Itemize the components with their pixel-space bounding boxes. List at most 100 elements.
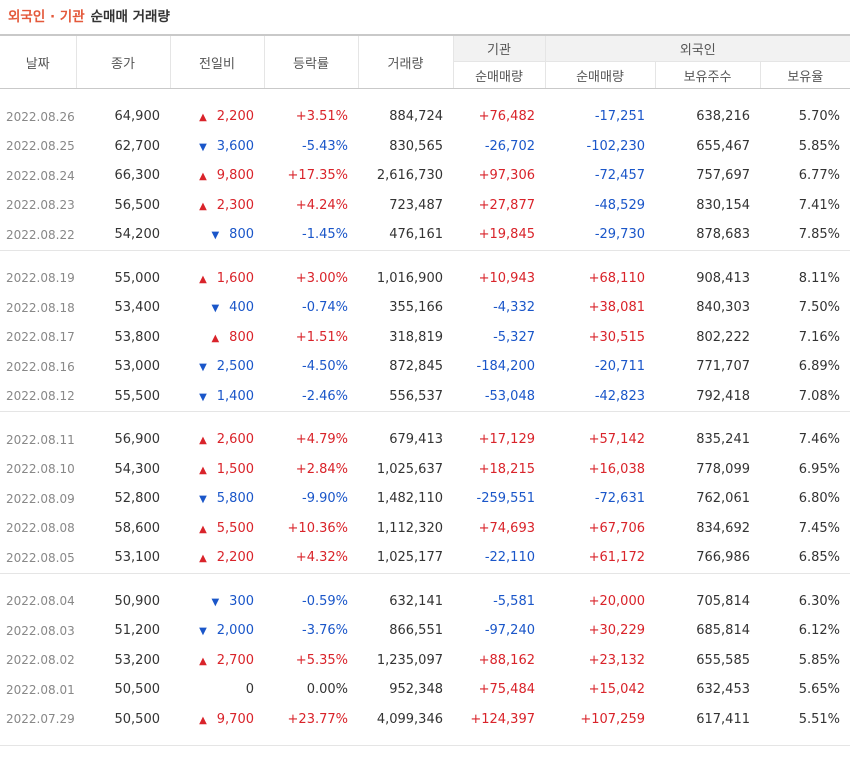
cell-close: 54,300 [114,461,161,477]
header-foreign-ratio: 보유율 [759,61,850,89]
cell-change: ▼ 800 [170,220,264,250]
change-value: 300 [229,593,254,609]
cell-foreign-holdings: 638,216 [696,109,750,125]
cell-close: 64,900 [114,109,161,125]
change-value: 2,000 [216,623,254,639]
cell-foreign-holdings: 778,099 [696,461,750,477]
triangle-up-icon: ▲ [199,714,207,726]
cell-volume: 830,565 [389,138,443,154]
cell-close: 53,400 [114,300,161,316]
triangle-up-icon: ▲ [199,112,207,124]
table-bottom-border [0,745,850,746]
cell-change: ▲ 9,800 [170,161,264,191]
cell-foreign-net: +68,110 [588,270,645,286]
cell-close: 52,800 [114,491,161,507]
change-value: 2,600 [216,432,254,448]
cell-foreign-net: +67,706 [588,520,645,536]
cell-rate: -1.45% [302,227,348,243]
change-value: 9,800 [216,168,254,184]
table-row: 2022.08.11 56,900 ▲ 2,600 +4.79% 679,413 +17,1… [0,425,850,455]
triangle-up-icon: ▲ [199,655,207,667]
cell-foreign-holdings: 792,418 [696,388,750,404]
cell-foreign-net: -20,711 [594,359,645,375]
cell-institution-net: -97,240 [484,623,535,639]
cell-institution-net: -4,332 [493,300,535,316]
cell-volume: 1,016,900 [376,270,443,286]
cell-foreign-ratio: 7.85% [798,227,841,243]
cell-change: 0 [170,675,264,705]
cell-volume: 1,112,320 [376,520,443,536]
cell-foreign-holdings: 802,222 [696,329,750,345]
cell-foreign-ratio: 5.85% [798,652,841,668]
header-change: 전일비 [169,34,264,89]
header-institution-group: 기관 [452,34,545,62]
cell-close: 50,500 [114,711,161,727]
cell-close: 51,200 [114,623,161,639]
change-value: 3,600 [216,138,254,154]
cell-date: 2022.08.09 [6,491,75,506]
table-row: 2022.08.17 53,800 ▲ 800 +1.51% 318,819 -5,327 +… [0,323,850,353]
cell-foreign-net: -42,823 [594,388,645,404]
cell-institution-net: -184,200 [476,359,535,375]
cell-institution-net: -22,110 [484,550,535,566]
cell-foreign-net: +61,172 [588,550,645,566]
cell-change: ▼ 2,500 [170,352,264,382]
cell-foreign-ratio: 6.85% [798,550,841,566]
cell-foreign-holdings: 766,986 [696,550,750,566]
cell-change: ▲ 2,600 [170,425,264,455]
cell-change: ▲ 2,200 [170,543,264,573]
cell-close: 50,500 [114,682,161,698]
cell-volume: 2,616,730 [376,168,443,184]
cell-rate: +4.79% [295,432,348,448]
table-row: 2022.08.03 51,200 ▼ 2,000 -3.76% 866,551 -97,2… [0,616,850,646]
cell-volume: 1,025,177 [376,550,443,566]
cell-foreign-ratio: 7.46% [798,432,841,448]
cell-foreign-holdings: 908,413 [696,270,750,286]
cell-foreign-ratio: 5.65% [798,682,841,698]
cell-foreign-ratio: 5.85% [798,138,841,154]
triangle-up-icon: ▲ [211,332,220,344]
cell-volume: 318,819 [389,329,443,345]
cell-close: 53,100 [114,550,161,566]
cell-rate: +5.35% [295,652,348,668]
cell-close: 58,600 [114,520,161,536]
table-row: 2022.08.12 55,500 ▼ 1,400 -2.46% 556,537 -53,0… [0,382,850,412]
cell-date: 2022.08.24 [6,168,75,183]
triangle-up-icon: ▲ [199,200,207,212]
table-row: 2022.08.02 53,200 ▲ 2,700 +5.35% 1,235,097 +88… [0,646,850,676]
cell-date: 2022.08.04 [6,594,75,609]
cell-volume: 872,845 [389,359,443,375]
cell-close: 62,700 [114,138,161,154]
cell-volume: 723,487 [389,197,443,213]
cell-change: ▲ 2,200 [170,102,264,132]
change-value: 5,500 [216,520,254,536]
cell-rate: -3.76% [302,623,348,639]
cell-volume: 884,724 [389,109,443,125]
cell-foreign-ratio: 6.77% [798,168,841,184]
cell-foreign-net: +23,132 [588,652,645,668]
table-row: 2022.08.10 54,300 ▲ 1,500 +2.84% 1,025,637 +18… [0,455,850,485]
cell-date: 2022.08.23 [6,198,75,213]
cell-foreign-net: +30,515 [588,329,645,345]
cell-change: ▼ 3,600 [170,132,264,162]
cell-date: 2022.08.25 [6,139,75,154]
cell-foreign-ratio: 7.45% [798,520,841,536]
cell-rate: 0.00% [306,682,348,698]
cell-foreign-net: +20,000 [588,593,645,609]
cell-date: 2022.08.19 [6,271,75,286]
cell-rate: -4.50% [302,359,348,375]
cell-foreign-net: +38,081 [588,300,645,316]
cell-institution-net: -5,581 [493,593,535,609]
triangle-up-icon: ▲ [199,435,207,447]
change-value: 1,600 [216,270,254,286]
row-group: 2022.08.19 55,000 ▲ 1,600 +3.00% 1,016,900 +10… [0,264,850,412]
cell-institution-net: -53,048 [484,388,535,404]
triangle-down-icon: ▼ [211,230,220,242]
cell-volume: 632,141 [389,593,443,609]
cell-volume: 1,482,110 [376,491,443,507]
cell-date: 2022.08.10 [6,462,75,477]
triangle-down-icon: ▼ [211,303,220,315]
header-close: 종가 [75,34,170,89]
cell-foreign-holdings: 830,154 [696,197,750,213]
cell-foreign-ratio: 7.41% [798,197,841,213]
